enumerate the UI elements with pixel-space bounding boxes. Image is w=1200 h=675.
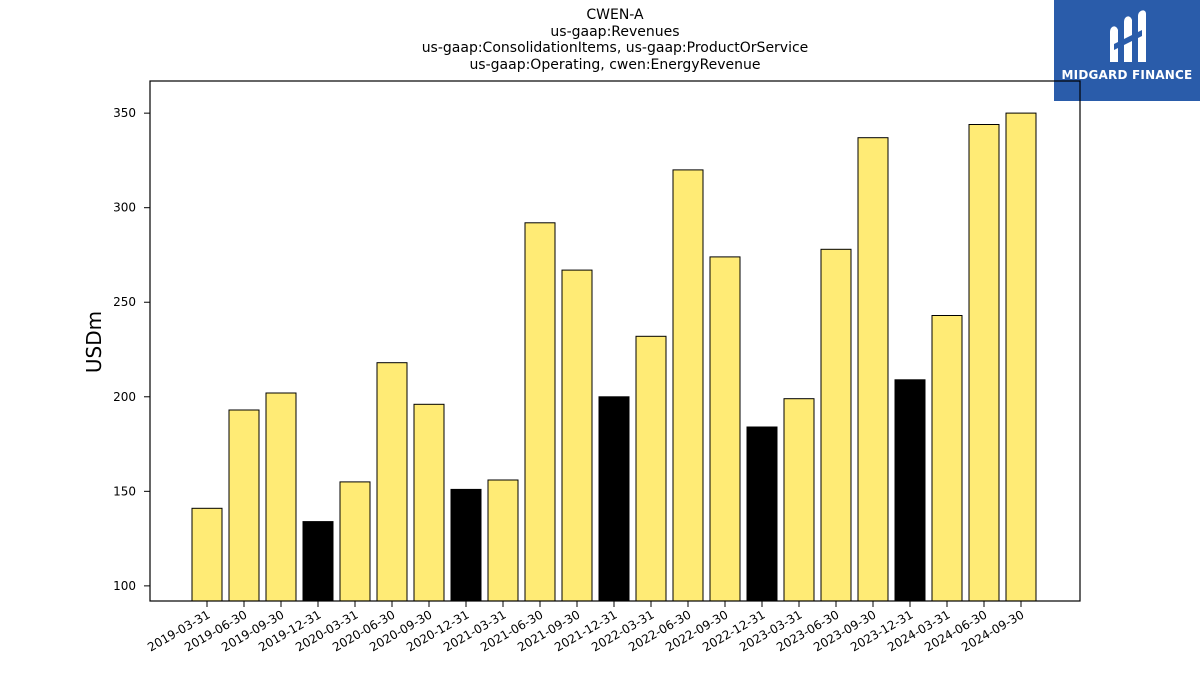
bar-2021-12-31 (598, 396, 630, 602)
bars-group (191, 112, 1037, 602)
bar-2020-06-30 (376, 362, 408, 602)
y-tick-label-150: 150 (113, 484, 136, 498)
bar-2023-06-30 (820, 248, 852, 602)
bar-2022-09-30 (709, 256, 741, 602)
bar-2020-12-31 (450, 488, 482, 602)
bar-2021-03-31 (487, 479, 519, 602)
bar-2019-03-31 (191, 507, 223, 602)
bar-2019-12-31 (302, 521, 334, 602)
title-line-4: us-gaap:Operating, cwen:EnergyRevenue (469, 56, 761, 73)
bar-2019-06-30 (228, 409, 260, 602)
y-tick-label-300: 300 (113, 201, 136, 215)
y-tick-label-100: 100 (113, 579, 136, 593)
bar-2023-12-31 (894, 379, 926, 602)
bar-2023-09-30 (857, 137, 889, 602)
y-tick-label-200: 200 (113, 390, 136, 404)
y-axis-label: USDm (82, 311, 106, 373)
bar-2024-03-31 (931, 315, 963, 602)
title-line-1: CWEN-A (586, 7, 644, 23)
bar-2022-12-31 (746, 426, 778, 602)
y-tick-label-250: 250 (113, 295, 136, 309)
title-line-3: us-gaap:ConsolidationItems, us-gaap:Prod… (421, 40, 809, 56)
bar-2024-06-30 (968, 124, 1000, 602)
bar-2019-09-30 (265, 392, 297, 602)
logo-text: MIDGARD FINANCE (1061, 68, 1193, 82)
y-axis: 100 150 200 250 300 350 (113, 106, 150, 593)
title-line-2: us-gaap:Revenues (550, 23, 680, 40)
bar-2022-06-30 (672, 169, 704, 602)
bar-2020-03-31 (339, 481, 371, 602)
midgard-finance-logo: MIDGARD FINANCE (1054, 0, 1200, 101)
plot-frame (149, 80, 1081, 602)
midgard-logo-icon (1110, 10, 1146, 62)
x-axis: 2019-03-312019-06-302019-09-302019-12-31… (145, 601, 1027, 654)
bar-2023-03-31 (783, 398, 815, 602)
chart-title: CWEN-A us-gaap:Revenues us-gaap:Consolid… (0, 7, 1200, 73)
bar-2024-09-30 (1005, 112, 1037, 602)
bar-2021-09-30 (561, 269, 593, 602)
y-tick-label-350: 350 (113, 106, 136, 120)
bar-2020-09-30 (413, 403, 445, 602)
bar-2022-03-31 (635, 335, 667, 602)
bar-2021-06-30 (524, 222, 556, 602)
